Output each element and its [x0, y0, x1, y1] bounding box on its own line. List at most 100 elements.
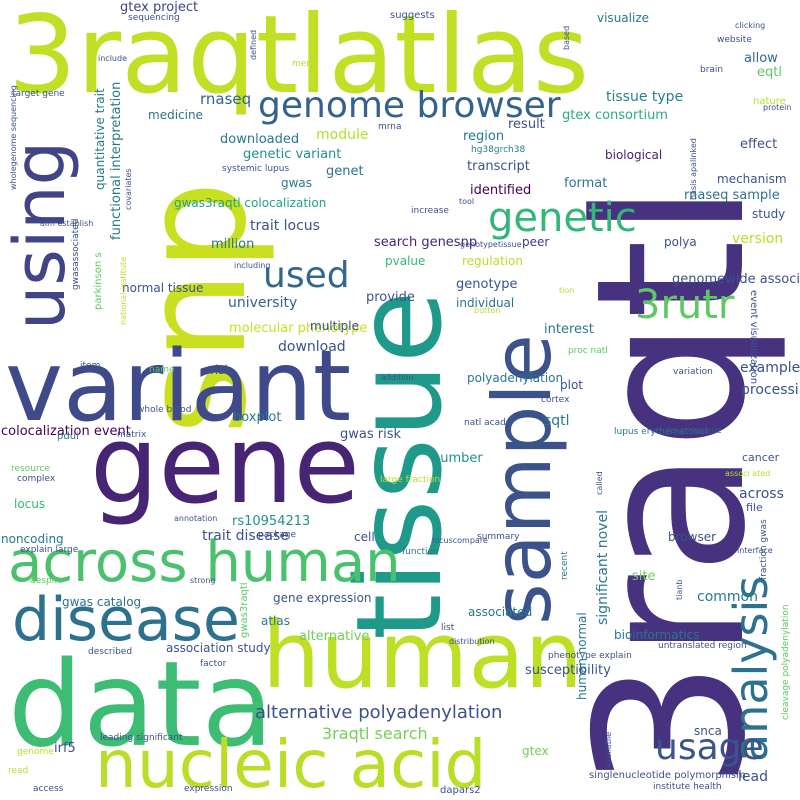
- word-3rutr: 3rutr: [635, 282, 735, 328]
- word-clicking: based: [562, 25, 571, 50]
- word-format: format: [564, 176, 608, 191]
- word-tissue-type: tissue type: [606, 89, 684, 105]
- word-queried: available: [604, 731, 613, 768]
- word-bioinformatics: alternative: [299, 629, 370, 644]
- word-include: sequencing: [128, 13, 180, 23]
- word-rnaseq: rnaseq: [200, 90, 252, 108]
- word-gwas3raqtl-colocalization: gwas3raqtl colocalization: [174, 196, 327, 210]
- word-across: number: [432, 451, 483, 466]
- word-list: strong: [190, 576, 216, 585]
- word-website: clicking: [735, 21, 766, 30]
- word-suggests: defined: [249, 29, 258, 60]
- word-function: summary: [477, 532, 520, 542]
- word-noncoding: cell: [354, 530, 375, 544]
- word-download: interest: [544, 322, 594, 337]
- word-association-study: bioinformatics: [614, 628, 700, 642]
- word-target-gene: gwasassociated: [71, 218, 81, 290]
- word-peer: search genesnp: [374, 235, 478, 250]
- word-including: genotypetissue: [460, 240, 522, 249]
- word-genetic: genetic: [488, 195, 637, 241]
- word-name: item: [80, 361, 101, 371]
- word-called: associ ated: [725, 469, 771, 478]
- word-nucleic-acid: nucleic acid: [95, 726, 487, 800]
- word-3raqtlatlas: 3raqtlatlas: [8, 0, 590, 118]
- word-resource: pdui: [57, 431, 79, 442]
- word-significant-novel: untranslated region: [658, 641, 747, 651]
- word-genome-browser: genome browser: [258, 85, 561, 126]
- word-nature: brain: [700, 65, 724, 75]
- word-gwas-catalog: noncoding: [1, 532, 64, 546]
- word-cell: trait disease: [202, 528, 289, 544]
- word-quantitative-trait: functional interpretation: [109, 81, 124, 240]
- word-whole-blood: natl acad: [464, 418, 506, 428]
- word-addition: variation: [673, 367, 713, 377]
- word-associated: gene expression: [273, 591, 372, 605]
- word-singlenucleotide-polymorphism: dapars2: [440, 785, 481, 796]
- word-access: read: [8, 766, 29, 776]
- word-matrix: whole blood: [137, 405, 192, 415]
- word-human: human: [262, 602, 583, 709]
- word-based: suggests: [390, 10, 435, 21]
- word-cortex: addition: [381, 373, 414, 382]
- word-cleavage-polyadenylation: event visualization: [748, 290, 759, 385]
- word-colocalization-event: sqtl: [544, 413, 570, 429]
- word-genet: genet: [326, 164, 364, 179]
- word-national-institute: button: [474, 306, 501, 315]
- word-visualize: quantitative trait: [93, 88, 107, 190]
- word-functional-interpretation: human normal: [575, 612, 589, 700]
- word-expression: institute health: [653, 782, 722, 792]
- word-gene-expression: gwas catalog: [62, 595, 142, 609]
- word-atlas: site: [632, 569, 656, 584]
- word-data: data: [8, 635, 274, 773]
- word-gwasassociated: parkinson s: [93, 252, 104, 310]
- word-number: gwas risk: [340, 427, 402, 442]
- word-region: region: [463, 129, 505, 144]
- word-read: genome: [17, 747, 54, 757]
- word-gtex-project: gtex project: [120, 0, 199, 15]
- word-mrna: protein: [763, 103, 792, 112]
- word-rnaseq-sample: rnaseq sample: [684, 188, 780, 203]
- word-explain-large: complex: [17, 474, 56, 484]
- word-irf5: susceptibility: [525, 663, 611, 678]
- word-annotation: large fraction: [380, 475, 441, 485]
- word-common: associated: [468, 605, 533, 619]
- word-increase: aim establish: [40, 219, 94, 228]
- word-polyadenylation: risk: [210, 363, 232, 377]
- word-genetic-variant: genetic variant: [243, 147, 342, 162]
- word-aim-establish: wholegenome sequencing: [9, 85, 18, 190]
- word-eqtl: eqtl: [757, 65, 782, 80]
- word-gene: gene: [90, 403, 360, 528]
- word-genomewide-association: individual: [456, 296, 515, 310]
- word-basis-apalinked: systemic lupus: [222, 164, 290, 174]
- word-version: polya: [664, 235, 697, 249]
- word-systemic-lupus: hg38grch38: [471, 145, 526, 155]
- word-file: lead: [738, 769, 768, 785]
- word-cancer: file: [746, 501, 763, 514]
- word-proc-natl: name: [149, 365, 175, 375]
- word-variant: variant: [5, 330, 352, 444]
- word-allow: allow: [744, 51, 778, 66]
- word-effect: effect: [740, 137, 778, 152]
- word-event-visualization: visualize: [597, 11, 649, 25]
- word-disease: disease: [12, 585, 240, 655]
- word-protein: nature: [753, 96, 786, 107]
- word-institute-health: singlenucleotide polymorphism: [589, 770, 746, 781]
- word-sqtl: plot: [560, 378, 583, 392]
- word-alternative-polyadenylation: alternative polyadenylation: [255, 702, 503, 723]
- word-usage: usage: [655, 727, 764, 768]
- word-brain: website: [717, 35, 752, 45]
- word-individual: genotype: [456, 277, 518, 292]
- word-snca: gtex: [522, 744, 549, 758]
- word-defined: ment: [292, 59, 316, 69]
- word-mechanism: mechanism: [717, 172, 787, 186]
- word-risk: example: [740, 360, 800, 376]
- word-tion: including: [234, 261, 271, 270]
- word-boxplot: colocalization event: [1, 424, 131, 439]
- word-alternative: atlas: [261, 614, 290, 628]
- word-regulation: pvalue: [385, 254, 426, 268]
- word-result: result: [508, 117, 545, 132]
- word-genotypetissue: tool: [459, 197, 475, 206]
- word-factor: distribution: [449, 637, 495, 646]
- word-available: access: [33, 784, 64, 794]
- word-large-fraction: despite: [30, 576, 64, 586]
